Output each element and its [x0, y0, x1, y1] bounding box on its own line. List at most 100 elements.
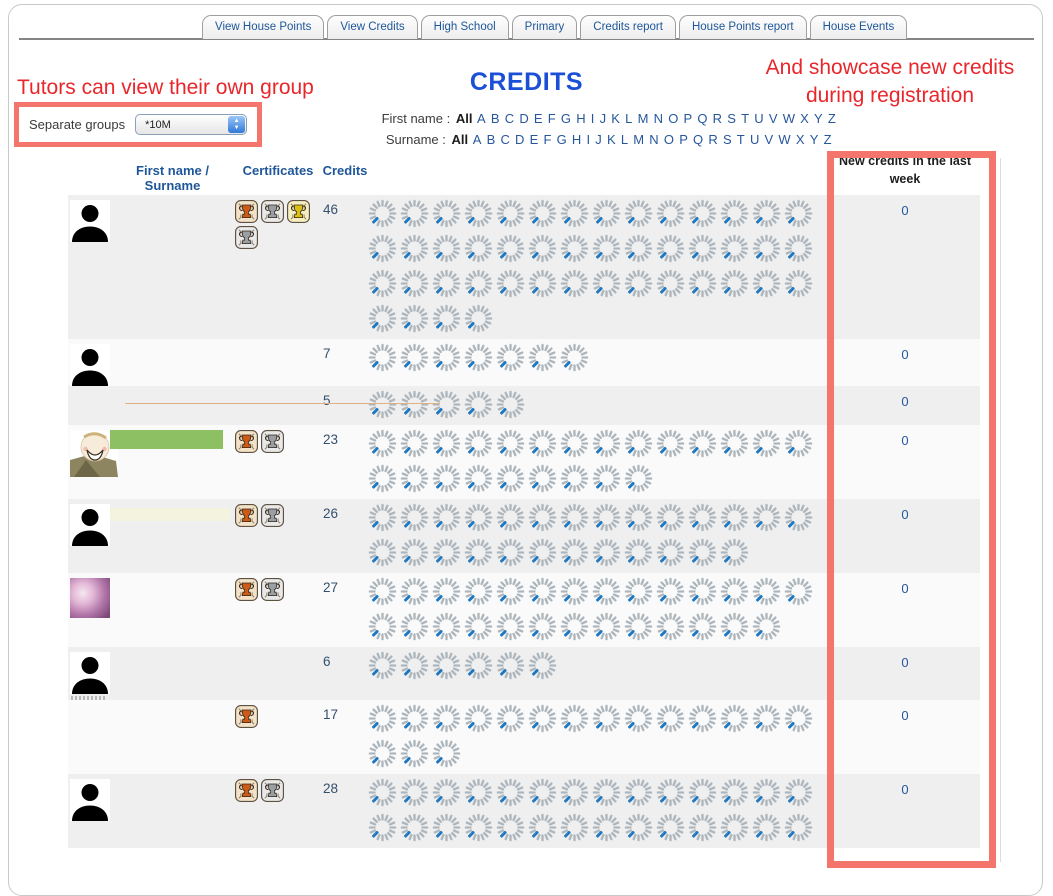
letter-link-D[interactable]: D: [515, 132, 525, 147]
letter-link-Q[interactable]: Q: [697, 111, 708, 126]
credits-count: 6: [323, 654, 331, 669]
credit-spinner-icon: [496, 390, 525, 419]
letter-link-F[interactable]: F: [547, 111, 556, 126]
student-avatar-silhouette: [70, 779, 110, 821]
tab-view-house-points[interactable]: View House Points: [202, 15, 325, 39]
credit-spinner-icon: [528, 429, 557, 458]
letter-link-C[interactable]: C: [504, 111, 515, 126]
letter-link-A[interactable]: A: [477, 111, 486, 126]
illegible-caption: [71, 696, 105, 700]
credit-spinner-icon: [784, 234, 813, 263]
letter-link-B[interactable]: B: [490, 111, 500, 126]
avatar-cell: [68, 199, 110, 339]
credit-spinner-icon: [528, 234, 557, 263]
credit-spinner-icon: [432, 739, 461, 768]
letter-link-J[interactable]: J: [595, 132, 602, 147]
letter-link-I[interactable]: I: [586, 132, 591, 147]
letter-link-T[interactable]: T: [741, 111, 750, 126]
letter-link-E[interactable]: E: [529, 132, 539, 147]
letter-link-Z[interactable]: Z: [823, 132, 832, 147]
first-name-filter-all[interactable]: All: [455, 111, 473, 126]
avatar-cell: [68, 429, 118, 499]
credit-spinner-icon: [656, 577, 685, 606]
letter-link-G[interactable]: G: [556, 132, 567, 147]
student-avatar-rose: [70, 578, 110, 618]
column-header-credits[interactable]: Credits: [322, 163, 368, 178]
letter-link-P[interactable]: P: [683, 111, 693, 126]
tab-high-school[interactable]: High School: [420, 15, 509, 39]
credit-spinner-icon: [624, 269, 653, 298]
letter-link-L[interactable]: L: [620, 132, 629, 147]
group-select[interactable]: *10M ▲ ▼: [135, 114, 248, 135]
letter-link-M[interactable]: M: [633, 132, 645, 147]
credit-spinner-icon: [496, 651, 525, 680]
letter-link-T[interactable]: T: [736, 132, 745, 147]
letter-link-A[interactable]: A: [472, 132, 482, 147]
letter-link-L[interactable]: L: [625, 111, 633, 126]
letter-link-X[interactable]: X: [795, 132, 805, 147]
letter-link-G[interactable]: G: [560, 111, 572, 126]
letter-link-R[interactable]: R: [708, 132, 718, 147]
letter-link-W[interactable]: W: [778, 132, 791, 147]
letter-link-H[interactable]: H: [576, 111, 586, 126]
letter-link-N[interactable]: N: [649, 132, 659, 147]
letter-link-V[interactable]: V: [764, 132, 774, 147]
certificates-cell: [235, 343, 319, 386]
credit-spinner-icon: [496, 577, 525, 606]
credit-spinner-icon: [688, 199, 717, 228]
letter-link-Z[interactable]: Z: [827, 111, 836, 126]
credit-spinner-icon: [496, 343, 525, 372]
letter-link-S[interactable]: S: [722, 132, 732, 147]
letter-link-D[interactable]: D: [519, 111, 529, 126]
letter-link-H[interactable]: H: [571, 132, 582, 147]
certificate-bronze-trophy-icon: [235, 578, 258, 601]
redacted-name-highlight: [110, 430, 223, 449]
letter-link-X[interactable]: X: [800, 111, 809, 126]
letter-link-O[interactable]: O: [663, 132, 674, 147]
annotation-showcase-line1: And showcase new credits: [765, 56, 1015, 79]
letter-link-U[interactable]: U: [754, 111, 764, 126]
tab-house-events[interactable]: House Events: [809, 15, 908, 39]
column-header-name[interactable]: First name / Surname: [136, 163, 209, 193]
name-cell: [110, 778, 235, 848]
letter-link-E[interactable]: E: [533, 111, 543, 126]
tab-credits-report[interactable]: Credits report: [580, 15, 676, 39]
letter-link-Q[interactable]: Q: [693, 132, 704, 147]
letter-link-K[interactable]: K: [606, 132, 616, 147]
credit-spinner-icon: [592, 429, 621, 458]
letter-link-W[interactable]: W: [782, 111, 795, 126]
letter-link-Y[interactable]: Y: [809, 132, 819, 147]
letter-link-P[interactable]: P: [679, 132, 688, 147]
letter-link-F[interactable]: F: [543, 132, 552, 147]
credit-spinner-icon: [464, 813, 493, 842]
letter-link-O[interactable]: O: [668, 111, 679, 126]
tab-house-points-report[interactable]: House Points report: [678, 15, 807, 39]
letter-link-Y[interactable]: Y: [814, 111, 823, 126]
credit-spinner-icon: [656, 269, 685, 298]
letter-link-V[interactable]: V: [768, 111, 778, 126]
credit-spinner-icon: [784, 503, 813, 532]
letter-link-U[interactable]: U: [749, 132, 760, 147]
surname-filter-all[interactable]: All: [451, 132, 469, 147]
letter-link-S[interactable]: S: [727, 111, 736, 126]
letter-link-C[interactable]: C: [500, 132, 510, 147]
select-stepper-icon[interactable]: ▲ ▼: [228, 116, 246, 133]
letter-link-K[interactable]: K: [611, 111, 620, 126]
tab-view-credits[interactable]: View Credits: [327, 15, 418, 39]
credits-count: 5: [323, 393, 331, 408]
student-avatar-silhouette: [70, 200, 110, 242]
credit-spinner-icon: [560, 464, 589, 493]
credit-spinner-icon: [560, 612, 589, 641]
letter-link-B[interactable]: B: [486, 132, 496, 147]
letter-link-I[interactable]: I: [590, 111, 595, 126]
letter-link-N[interactable]: N: [653, 111, 663, 126]
credit-spinner-icon: [592, 704, 621, 733]
letter-link-R[interactable]: R: [712, 111, 723, 126]
tab-primary[interactable]: Primary: [511, 15, 578, 39]
new-credits-value: 0: [901, 708, 909, 723]
credit-spinner-icon: [528, 651, 557, 680]
column-header-certificates[interactable]: Certificates: [242, 163, 314, 178]
letter-link-M[interactable]: M: [637, 111, 649, 126]
letter-link-J[interactable]: J: [599, 111, 607, 126]
